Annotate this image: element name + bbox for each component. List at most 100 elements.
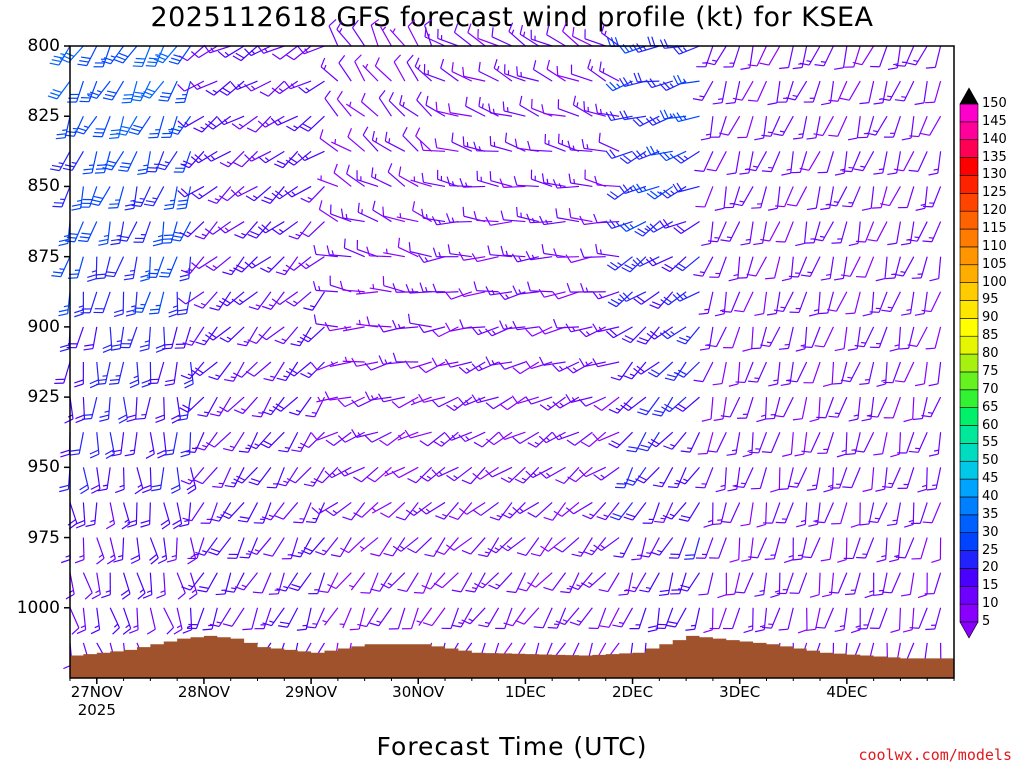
barb-feather: [578, 469, 587, 478]
barb-staff: [547, 396, 566, 411]
barb-staff: [187, 45, 205, 62]
barb-staff: [679, 291, 700, 302]
barb-half-feather: [571, 397, 576, 402]
barb-feather: [399, 95, 403, 105]
wind-barb: [880, 186, 901, 207]
wind-barb: [113, 291, 125, 318]
barb-feather: [638, 447, 648, 452]
wind-barb: [800, 256, 821, 277]
wind-barb: [619, 221, 647, 233]
barb-staff: [198, 256, 218, 270]
wind-barb: [626, 431, 647, 453]
wind-barb: [814, 45, 834, 67]
barb-staff: [286, 607, 299, 628]
barb-feather: [611, 440, 621, 446]
barb-half-feather: [202, 444, 207, 448]
barb-feather: [126, 309, 136, 313]
barb-staff: [149, 502, 151, 525]
wind-barb: [761, 431, 781, 454]
barb-staff: [241, 361, 258, 378]
barb-feather: [887, 67, 898, 71]
wind-barb: [674, 256, 700, 272]
barb-feather: [742, 348, 752, 352]
barb-feather: [665, 624, 676, 628]
barb-feather: [191, 262, 200, 270]
barb-half-feather: [283, 375, 289, 378]
wind-barb: [132, 45, 151, 68]
barb-staff: [324, 98, 339, 117]
wind-barb: [647, 36, 673, 47]
barb-staff: [302, 502, 312, 524]
wind-barb: [697, 432, 714, 455]
barb-staff: [94, 502, 98, 525]
barb-staff: [478, 70, 499, 82]
barb-half-feather: [657, 549, 663, 553]
wind-barb: [714, 291, 727, 317]
barb-feather: [582, 514, 592, 520]
barb-feather: [703, 523, 713, 528]
barb-half-feather: [322, 619, 328, 623]
barb-half-feather: [417, 64, 421, 70]
barb-half-feather: [76, 199, 82, 202]
barb-feather: [140, 94, 151, 99]
wind-barb: [500, 466, 526, 483]
barb-half-feather: [558, 183, 562, 188]
wind-barb: [820, 537, 835, 562]
barb-staff: [876, 221, 888, 242]
barb-feather: [908, 450, 919, 453]
barb-half-feather: [83, 125, 89, 129]
barb-staff: [96, 80, 111, 99]
wind-barb: [478, 607, 500, 628]
barb-feather: [746, 273, 757, 277]
wind-barb: [117, 221, 138, 242]
wind-barb: [458, 288, 486, 298]
tick-layer: [64, 45, 955, 684]
barb-feather: [166, 558, 177, 563]
wind-barb: [310, 361, 339, 371]
wind-barb: [47, 80, 71, 100]
wind-barb: [473, 431, 500, 448]
wind-barb: [566, 431, 593, 446]
barb-feather: [85, 523, 95, 528]
barb-half-feather: [733, 274, 739, 277]
barb-feather: [562, 22, 567, 32]
barb-feather: [485, 438, 495, 446]
barb-staff: [848, 80, 861, 101]
wind-barb: [754, 291, 768, 317]
barb-half-feather: [617, 262, 622, 266]
wind-barb: [458, 431, 486, 443]
barb-feather: [142, 488, 152, 494]
barb-feather: [89, 91, 100, 96]
barb-feather: [783, 558, 794, 564]
wind-barb: [487, 537, 513, 554]
barb-feather: [407, 477, 417, 484]
barb-half-feather: [600, 474, 605, 479]
barb-half-feather: [774, 590, 780, 593]
barb-half-feather: [331, 472, 336, 477]
wind-barb: [297, 45, 325, 55]
barb-feather: [500, 477, 510, 483]
barb-half-feather: [468, 618, 474, 622]
barb-feather: [380, 512, 390, 518]
wind-barb: [588, 607, 607, 630]
barb-feather: [160, 272, 171, 274]
barb-feather: [75, 414, 85, 420]
barb-feather: [113, 309, 124, 314]
barb-half-feather: [451, 181, 455, 187]
barb-feather: [765, 277, 775, 280]
wind-barb: [163, 186, 178, 211]
wind-barb: [489, 502, 513, 521]
barb-staff: [727, 115, 741, 136]
wind-barb: [813, 221, 834, 242]
colorbar-label: 70: [982, 381, 999, 397]
wind-barb: [396, 212, 419, 223]
wind-barb: [193, 115, 218, 133]
wind-barb: [163, 432, 178, 456]
barb-half-feather: [278, 228, 284, 233]
wind-barb: [445, 322, 472, 332]
barb-feather: [234, 234, 244, 239]
wind-barb: [177, 115, 205, 128]
barb-feather: [360, 591, 370, 594]
barb-staff: [523, 607, 540, 625]
barb-feather: [512, 367, 521, 375]
